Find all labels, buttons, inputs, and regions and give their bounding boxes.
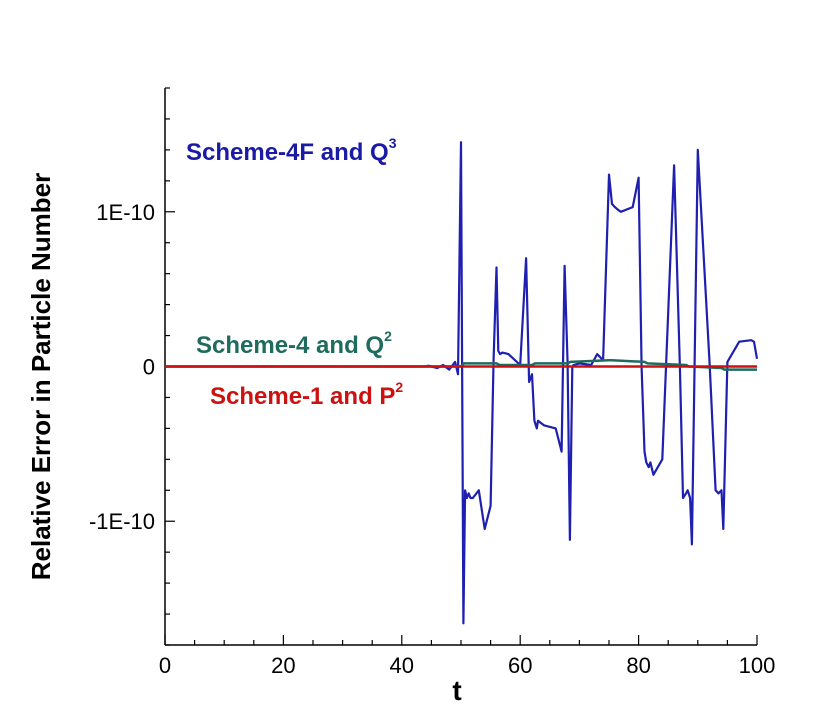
x-tick-label: 80	[626, 653, 650, 678]
annotation-blue: Scheme-4F and Q3	[186, 135, 397, 166]
annotation-text: Scheme-4 and Q	[196, 332, 384, 359]
x-tick-label: 100	[739, 653, 776, 678]
x-tick-label: 0	[159, 653, 171, 678]
annotation-text: Scheme-1 and P	[210, 383, 395, 410]
annotation-superscript: 2	[384, 328, 392, 344]
annotation-superscript: 2	[395, 379, 403, 395]
y-tick-label: -1E-10	[89, 509, 155, 534]
series-layer	[165, 141, 759, 625]
x-tick-label: 20	[271, 653, 295, 678]
y-tick-label: 1E-10	[96, 200, 155, 225]
x-tick-label: 60	[508, 653, 532, 678]
x-axis-title: t	[452, 675, 461, 706]
x-tick-label: 40	[390, 653, 414, 678]
y-axis-title: Relative Error in Particle Number	[26, 173, 56, 580]
annotation-red: Scheme-1 and P2	[210, 379, 403, 410]
annotation-text: Scheme-4F and Q	[186, 139, 389, 166]
annotation-green: Scheme-4 and Q2	[196, 328, 392, 359]
annotation-superscript: 3	[389, 135, 397, 151]
y-tick-label: 0	[143, 355, 155, 380]
labels: 0 20 40 60 80 100 1E-10 0 -1E-10 t Relative Error …	[26, 135, 775, 706]
series-line-2	[165, 141, 759, 625]
